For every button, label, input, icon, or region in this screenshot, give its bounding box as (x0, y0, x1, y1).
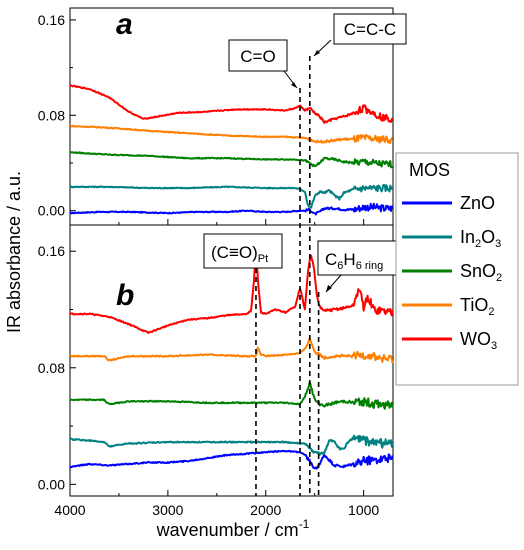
ann-c6h6-arrowhead (326, 285, 332, 292)
series-zno-panel-b (69, 449, 394, 470)
series-sno2-panel-b (69, 381, 394, 410)
legend-label-zno: ZnO (460, 193, 495, 213)
annotation-guides (255, 56, 320, 496)
legend-label-sno2: SnO2 (460, 261, 502, 284)
panel-b-label: b (116, 279, 134, 312)
y-tick-label: 0.08 (38, 107, 65, 123)
series-wo3-panel-a (69, 84, 394, 124)
x-tick-label: 4000 (54, 502, 85, 518)
x-axis-title: wavenumber / cm-1 (156, 517, 310, 540)
ann-ccc-arrowhead (314, 50, 320, 56)
axis-ticks: 0.00 0.08 0.16 0.00 0.08 0.16 4000 3000 2000 1000 (38, 12, 380, 518)
legend-label-wo3: WO3 (460, 329, 497, 352)
y-tick-label: 0.00 (38, 476, 65, 492)
ann-ccc-box (333, 13, 407, 45)
ann-cop-box (203, 233, 283, 269)
x-tick-label: 2000 (250, 502, 281, 518)
y-axis-title: IR absorbance / a.u. (4, 171, 24, 333)
series-wo3-panel-b (69, 248, 394, 334)
ann-co-box (228, 39, 288, 72)
y-tick-label: 0.00 (38, 203, 65, 219)
ann-co-label: C=O (240, 47, 275, 66)
legend: MOS ZnO In2O3 SnO2 TiO2 WO3 (395, 152, 519, 386)
panel-a-label: a (116, 8, 133, 41)
legend-label-tio2: TiO2 (460, 295, 494, 318)
series-in2o3-panel-b (69, 434, 394, 456)
x-tick-label: 3000 (152, 502, 183, 518)
series-in2o3-panel-a (69, 184, 394, 209)
x-tick-label: 1000 (348, 502, 379, 518)
series-zno-panel-a (69, 202, 394, 216)
series-tio2-panel-b (69, 337, 394, 364)
series-tio2-panel-a (69, 124, 393, 145)
legend-title: MOS (409, 160, 450, 180)
ann-co-arrowhead (291, 82, 297, 88)
legend-box (395, 152, 519, 386)
y-tick-label: 0.16 (38, 12, 65, 28)
ann-cop-label: (C≡O)Pt (211, 243, 268, 265)
y-tick-label: 0.08 (38, 360, 65, 376)
legend-label-in2o3: In2O3 (460, 227, 501, 250)
data-series (69, 84, 394, 470)
ann-ccc-label: C=C-C (344, 20, 396, 39)
y-tick-label: 0.16 (38, 243, 65, 259)
series-sno2-panel-a (69, 151, 394, 169)
